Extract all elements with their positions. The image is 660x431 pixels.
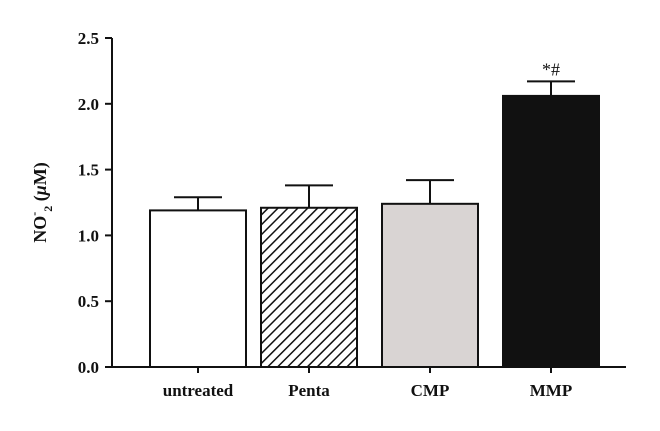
x-tick-label: untreated: [163, 381, 234, 400]
y-tick-label: 2.0: [78, 95, 99, 114]
x-tick-label: CMP: [411, 381, 450, 400]
bar-penta: [260, 206, 358, 368]
y-tick-label: 1.5: [78, 161, 99, 180]
x-tick-label: MMP: [530, 381, 572, 400]
bar-mmp: [502, 94, 600, 369]
bar-untreated: [149, 209, 247, 368]
y-tick-label: 2.5: [78, 29, 99, 48]
labels: 0.0 0.5 1.0 1.5 2.0 2.5 untreated Penta CMP MMP *#: [78, 29, 572, 400]
y-tick-label: 1.0: [78, 226, 99, 245]
y-tick-label: 0.0: [78, 358, 99, 377]
bar-cmp: [381, 202, 479, 368]
y-tick-label: 0.5: [78, 292, 99, 311]
significance-annotation: *#: [542, 59, 560, 79]
bars: [149, 80, 600, 369]
x-tick-label: Penta: [288, 381, 330, 400]
y-axis-title: NO-2 (μM): [27, 162, 55, 243]
